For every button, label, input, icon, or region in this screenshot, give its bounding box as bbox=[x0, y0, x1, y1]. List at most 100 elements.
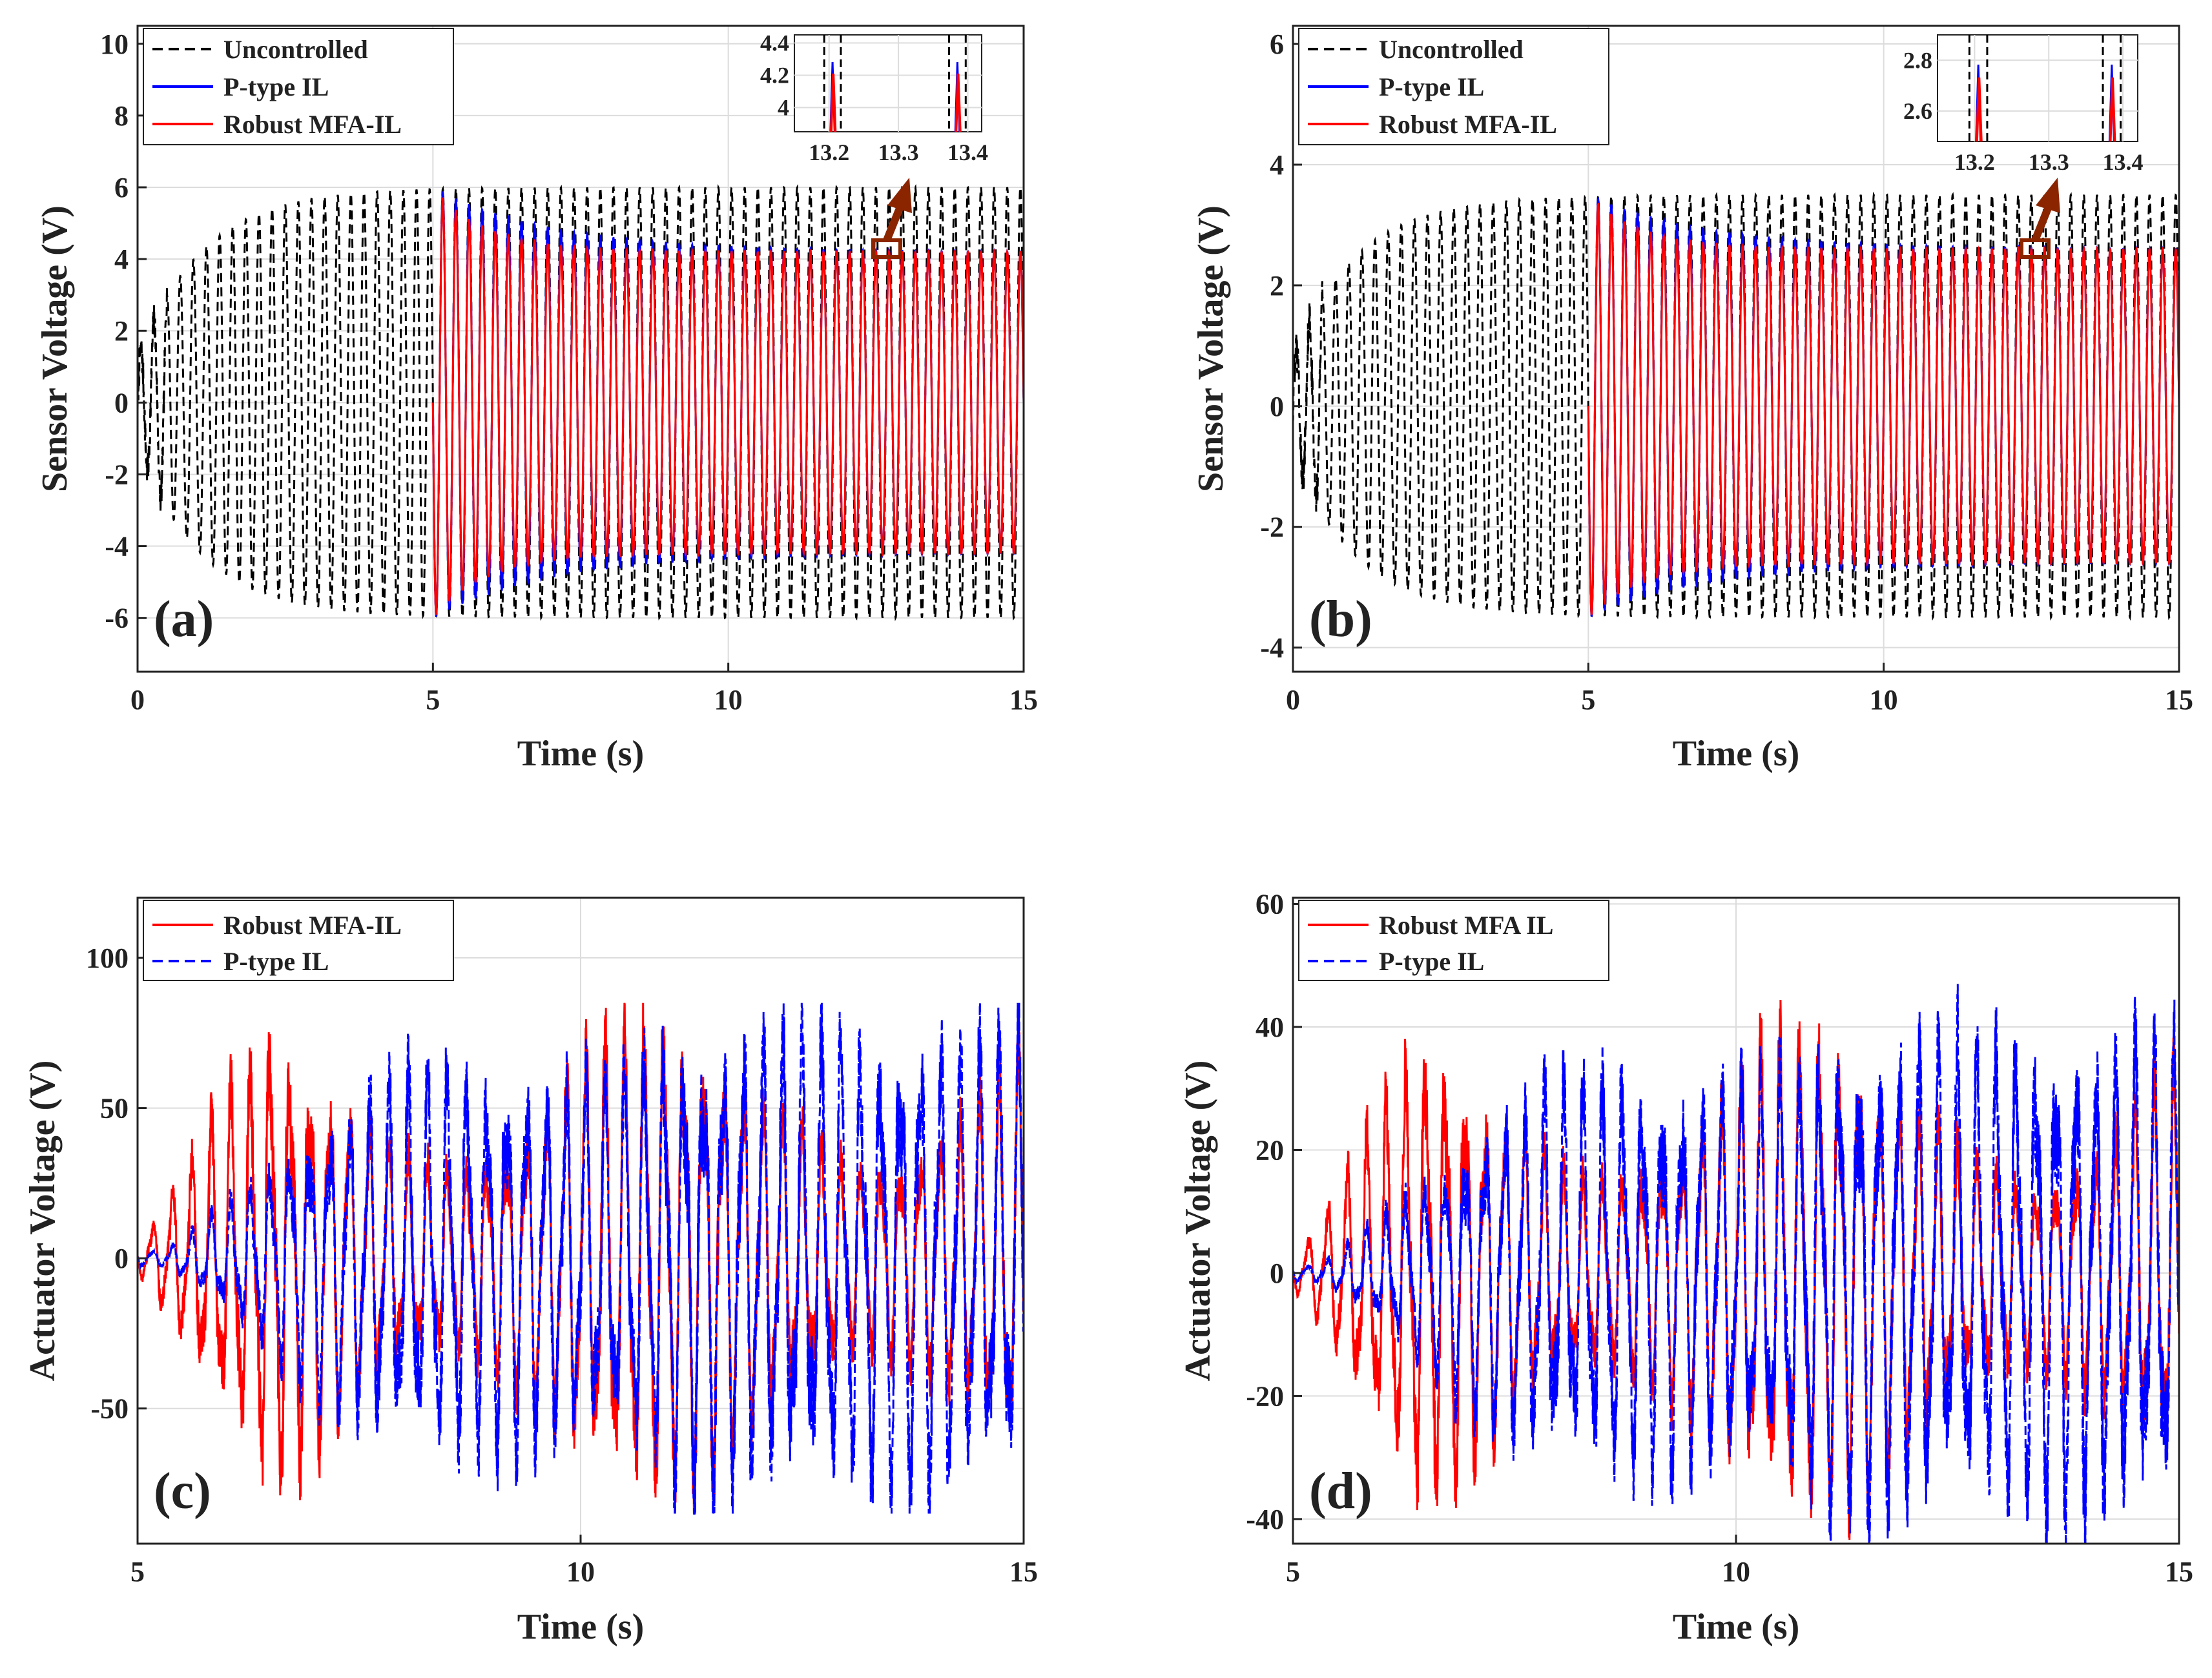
inset-y-tick-label: 4.2 bbox=[760, 63, 789, 88]
legend-label-ptype: P-type IL bbox=[223, 72, 329, 101]
legend-box-d bbox=[1298, 900, 1609, 981]
zoom-arrow-shaft-b bbox=[2031, 202, 2054, 242]
legend-label-robust: Robust MFA-IL bbox=[1379, 110, 1557, 139]
y-tick-label: -40 bbox=[1246, 1504, 1284, 1535]
xlabel-d: Time (s) bbox=[1673, 1607, 1800, 1647]
legend-label-ptype: P-type IL bbox=[1379, 947, 1484, 976]
traces-d bbox=[1293, 984, 2179, 1544]
inset-x-tick-label: 13.3 bbox=[2029, 149, 2069, 175]
x-tick-label: 15 bbox=[2165, 684, 2193, 716]
y-tick-label: 10 bbox=[100, 28, 129, 60]
panel-a: 0 5 10 15 -6 -4 -2 0 2 4 6 8 10 Time (s) Sensor Volt… bbox=[35, 25, 1038, 774]
panel-label-c: (c) bbox=[154, 1463, 211, 1520]
grid-c bbox=[137, 898, 1024, 1544]
traces-b bbox=[1293, 191, 2179, 621]
ylabel-b: Sensor Voltage (V) bbox=[1191, 205, 1231, 492]
x-tick-label: 5 bbox=[426, 684, 440, 716]
series-line-uncontrolled bbox=[138, 183, 1024, 621]
inset-robust-peak bbox=[955, 73, 962, 132]
axes-frame-a bbox=[136, 25, 1025, 673]
y-tick-label: 40 bbox=[1256, 1011, 1284, 1043]
ylabel-d: Actuator Voltage (V) bbox=[1178, 1061, 1218, 1382]
zoom-arrow-head-a bbox=[887, 178, 912, 213]
zoom-arrow-head-b bbox=[2036, 178, 2060, 213]
panel-d: 5 10 15 -40 -20 0 20 40 60 Time (s) Actuator Vol… bbox=[1178, 889, 2193, 1647]
inset-traces-a: 13.2 13.3 13.4 4 4.2 4.4 bbox=[760, 30, 988, 166]
panel-b: 0 5 10 15 -4 -2 0 2 4 6 Time (s) Sensor Voltage (… bbox=[1191, 25, 2193, 774]
y-tick-label: 60 bbox=[1256, 889, 1284, 920]
x-tick-label: 0 bbox=[130, 684, 145, 716]
xlabel-b: Time (s) bbox=[1673, 734, 1800, 774]
y-tick-label: -20 bbox=[1246, 1380, 1284, 1412]
ticks-d: 5 10 15 -40 -20 0 20 40 60 bbox=[1246, 889, 2193, 1588]
x-tick-label: 0 bbox=[1286, 684, 1300, 716]
y-tick-label: 2 bbox=[1270, 270, 1284, 302]
inset-robust-peak bbox=[1975, 77, 1983, 142]
legend-label-robust: Robust MFA IL bbox=[1379, 911, 1553, 940]
panel-label-a: (a) bbox=[154, 591, 214, 648]
y-tick-label: 6 bbox=[1270, 28, 1284, 60]
inset-robust-peak bbox=[2109, 77, 2116, 142]
inset-y-tick-label: 2.6 bbox=[1903, 98, 1932, 124]
x-tick-label: 5 bbox=[130, 1556, 145, 1588]
inset-x-tick-label: 13.2 bbox=[1954, 149, 1995, 175]
y-tick-label: 0 bbox=[114, 387, 129, 419]
legend-label-robust: Robust MFA-IL bbox=[223, 110, 402, 139]
inset-x-tick-label: 13.4 bbox=[2103, 149, 2144, 175]
inset-b: 13.2 13.3 13.4 2.6 2.8 bbox=[1903, 34, 2144, 175]
legend-label-uncontrolled: Uncontrolled bbox=[223, 35, 368, 64]
ylabel-c: Actuator Voltage (V) bbox=[23, 1061, 63, 1382]
y-tick-label: -4 bbox=[105, 531, 129, 563]
inset-x-tick-label: 13.3 bbox=[878, 140, 919, 165]
legend-d: Robust MFA IL P-type IL bbox=[1298, 900, 1609, 981]
zoom-arrow-b bbox=[2020, 178, 2060, 259]
series-line-ptype bbox=[138, 1002, 1024, 1515]
inset-y-tick-label: 4.4 bbox=[760, 30, 789, 56]
legend-box-c bbox=[143, 900, 454, 981]
inset-frame-a bbox=[794, 34, 982, 132]
x-tick-label: 15 bbox=[2165, 1556, 2193, 1588]
ylabel-a: Sensor Voltage (V) bbox=[35, 205, 75, 492]
series-line-robust bbox=[431, 196, 1024, 616]
inset-traces-b: 13.2 13.3 13.4 2.6 2.8 bbox=[1903, 35, 2144, 175]
inset-y-tick-label: 4 bbox=[778, 95, 789, 121]
y-tick-label: 2 bbox=[114, 315, 129, 347]
ticks-a: 0 5 10 15 -6 -4 -2 0 2 4 6 8 10 bbox=[100, 28, 1038, 716]
legend-label-uncontrolled: Uncontrolled bbox=[1379, 35, 1524, 64]
ticks-c: 5 10 15 -50 0 50 100 bbox=[86, 942, 1038, 1588]
panel-c: 5 10 15 -50 0 50 100 Time (s) Actuator Voltage… bbox=[23, 896, 1038, 1647]
y-tick-label: 6 bbox=[114, 172, 129, 203]
x-tick-label: 10 bbox=[1870, 684, 1898, 716]
series-line-ptype bbox=[1293, 984, 2179, 1544]
ticks-b: 0 5 10 15 -4 -2 0 2 4 6 bbox=[1260, 28, 2193, 716]
y-tick-label: 20 bbox=[1256, 1134, 1284, 1166]
x-tick-label: 5 bbox=[1581, 684, 1595, 716]
y-tick-label: -50 bbox=[90, 1393, 129, 1425]
xlabel-a: Time (s) bbox=[517, 734, 645, 774]
zoom-arrow-shaft-a bbox=[883, 202, 905, 242]
inset-x-tick-label: 13.4 bbox=[947, 140, 988, 165]
panel-label-d: (d) bbox=[1309, 1463, 1372, 1520]
legend-label-robust: Robust MFA-IL bbox=[223, 911, 402, 940]
y-tick-label: -4 bbox=[1260, 632, 1284, 664]
x-tick-label: 15 bbox=[1009, 1556, 1038, 1588]
legend-a: Uncontrolled P-type IL Robust MFA-IL bbox=[143, 28, 454, 145]
legend-label-ptype: P-type IL bbox=[223, 947, 329, 976]
axes-frame-b bbox=[1292, 25, 2180, 673]
legend-label-ptype: P-type IL bbox=[1379, 72, 1484, 101]
panel-label-b: (b) bbox=[1309, 591, 1372, 648]
y-tick-label: 4 bbox=[114, 243, 129, 275]
y-tick-label: -2 bbox=[1260, 512, 1284, 543]
y-tick-label: 0 bbox=[1270, 391, 1284, 422]
legend-c: Robust MFA-IL P-type IL bbox=[143, 900, 454, 981]
y-tick-label: 0 bbox=[114, 1243, 129, 1274]
xlabel-c: Time (s) bbox=[517, 1607, 645, 1647]
y-tick-label: 4 bbox=[1270, 149, 1284, 181]
y-tick-label: 100 bbox=[86, 942, 129, 974]
x-tick-label: 10 bbox=[1722, 1556, 1750, 1588]
inset-robust-peak bbox=[829, 73, 837, 132]
x-tick-label: 15 bbox=[1009, 684, 1038, 716]
inset-y-tick-label: 2.8 bbox=[1903, 47, 1932, 73]
y-tick-label: 50 bbox=[100, 1093, 129, 1124]
